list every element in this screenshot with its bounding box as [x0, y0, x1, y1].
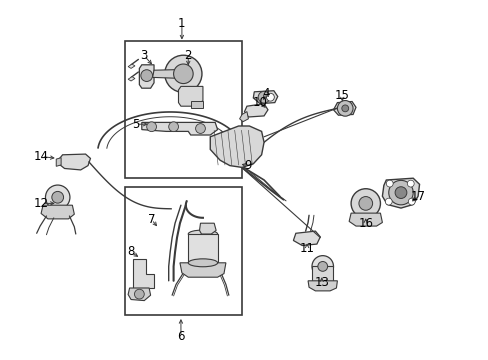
- Text: 11: 11: [299, 242, 314, 255]
- Bar: [188, 234, 217, 263]
- Polygon shape: [239, 112, 248, 122]
- Circle shape: [358, 197, 372, 210]
- Circle shape: [337, 100, 352, 116]
- Circle shape: [317, 261, 327, 271]
- Circle shape: [258, 91, 269, 103]
- Text: 1: 1: [178, 17, 185, 30]
- Polygon shape: [139, 65, 154, 88]
- Text: 17: 17: [410, 190, 425, 203]
- Bar: [124, 41, 242, 178]
- Circle shape: [195, 123, 205, 134]
- Polygon shape: [333, 102, 355, 115]
- Circle shape: [173, 64, 193, 84]
- Polygon shape: [41, 205, 74, 219]
- Circle shape: [386, 180, 392, 187]
- Circle shape: [407, 180, 413, 187]
- Polygon shape: [128, 77, 135, 81]
- Text: 8: 8: [127, 246, 135, 258]
- Polygon shape: [190, 101, 203, 108]
- Text: 16: 16: [358, 217, 372, 230]
- Circle shape: [266, 93, 274, 101]
- Circle shape: [146, 122, 156, 132]
- Polygon shape: [152, 69, 183, 78]
- Polygon shape: [199, 223, 216, 234]
- Text: 6: 6: [177, 330, 184, 343]
- Polygon shape: [128, 288, 150, 301]
- Bar: [311, 266, 333, 282]
- Text: 13: 13: [314, 276, 328, 289]
- Polygon shape: [253, 91, 277, 104]
- Circle shape: [164, 55, 202, 93]
- Bar: [124, 187, 242, 315]
- Circle shape: [350, 189, 380, 218]
- Circle shape: [141, 70, 152, 81]
- Circle shape: [134, 289, 144, 299]
- Polygon shape: [244, 104, 267, 117]
- Circle shape: [388, 180, 412, 205]
- Text: 12: 12: [34, 197, 49, 210]
- Text: 15: 15: [334, 89, 349, 102]
- Polygon shape: [56, 158, 61, 166]
- Polygon shape: [293, 231, 320, 246]
- Polygon shape: [142, 122, 217, 135]
- Ellipse shape: [188, 230, 217, 238]
- Text: 14: 14: [34, 150, 49, 163]
- Text: 10: 10: [252, 96, 267, 109]
- Polygon shape: [128, 64, 135, 68]
- Circle shape: [407, 198, 414, 205]
- Circle shape: [385, 198, 391, 205]
- Text: 2: 2: [184, 49, 192, 62]
- Circle shape: [341, 105, 348, 112]
- Text: 3: 3: [140, 49, 148, 62]
- Text: 5: 5: [132, 118, 140, 131]
- Polygon shape: [348, 213, 382, 226]
- Polygon shape: [210, 126, 264, 167]
- Polygon shape: [178, 86, 203, 106]
- Polygon shape: [307, 281, 337, 291]
- Circle shape: [168, 122, 178, 132]
- Circle shape: [311, 256, 333, 277]
- Text: 9: 9: [244, 159, 252, 172]
- Polygon shape: [133, 259, 154, 288]
- Text: 7: 7: [147, 213, 155, 226]
- Circle shape: [52, 192, 63, 203]
- Polygon shape: [382, 178, 419, 208]
- Polygon shape: [59, 154, 90, 170]
- Ellipse shape: [188, 259, 217, 267]
- Circle shape: [45, 185, 70, 210]
- Text: 4: 4: [262, 87, 270, 100]
- Polygon shape: [180, 263, 225, 277]
- Circle shape: [394, 187, 406, 198]
